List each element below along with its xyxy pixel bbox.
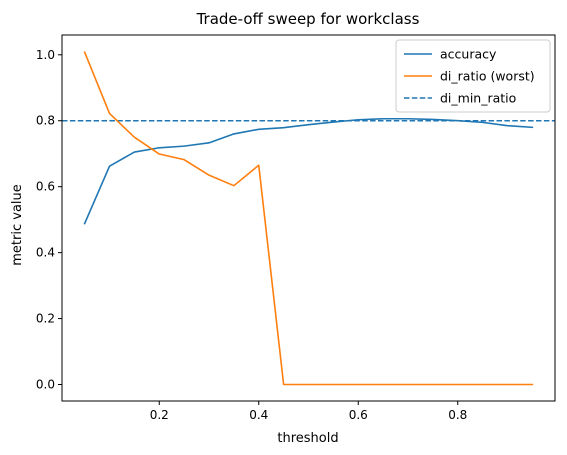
y-tick-label: 0.8: [36, 114, 55, 128]
legend-label: di_ratio (worst): [440, 69, 535, 84]
x-tick-label: 0.4: [249, 408, 268, 422]
y-tick-label: 0.4: [36, 246, 55, 260]
y-tick-label: 0.6: [36, 180, 55, 194]
series-line-accuracy: [85, 119, 533, 224]
y-axis-ticks: 0.0 0.2 0.4 0.6 0.8 1.0: [36, 48, 62, 392]
legend-label: di_min_ratio: [440, 91, 516, 106]
x-axis-ticks: 0.2 0.4 0.6 0.8: [150, 401, 468, 422]
x-axis-label: threshold: [277, 431, 338, 446]
legend-label: accuracy: [440, 47, 497, 62]
x-tick-label: 0.8: [448, 408, 467, 422]
y-tick-label: 0.0: [36, 378, 55, 392]
legend: accuracy di_ratio (worst) di_min_ratio: [396, 40, 550, 112]
chart-title: Trade-off sweep for workclass: [196, 10, 420, 28]
x-tick-label: 0.6: [349, 408, 368, 422]
y-tick-label: 0.2: [36, 312, 55, 326]
x-tick-label: 0.2: [150, 408, 169, 422]
y-tick-label: 1.0: [36, 48, 55, 62]
y-axis-label: metric value: [10, 184, 25, 266]
